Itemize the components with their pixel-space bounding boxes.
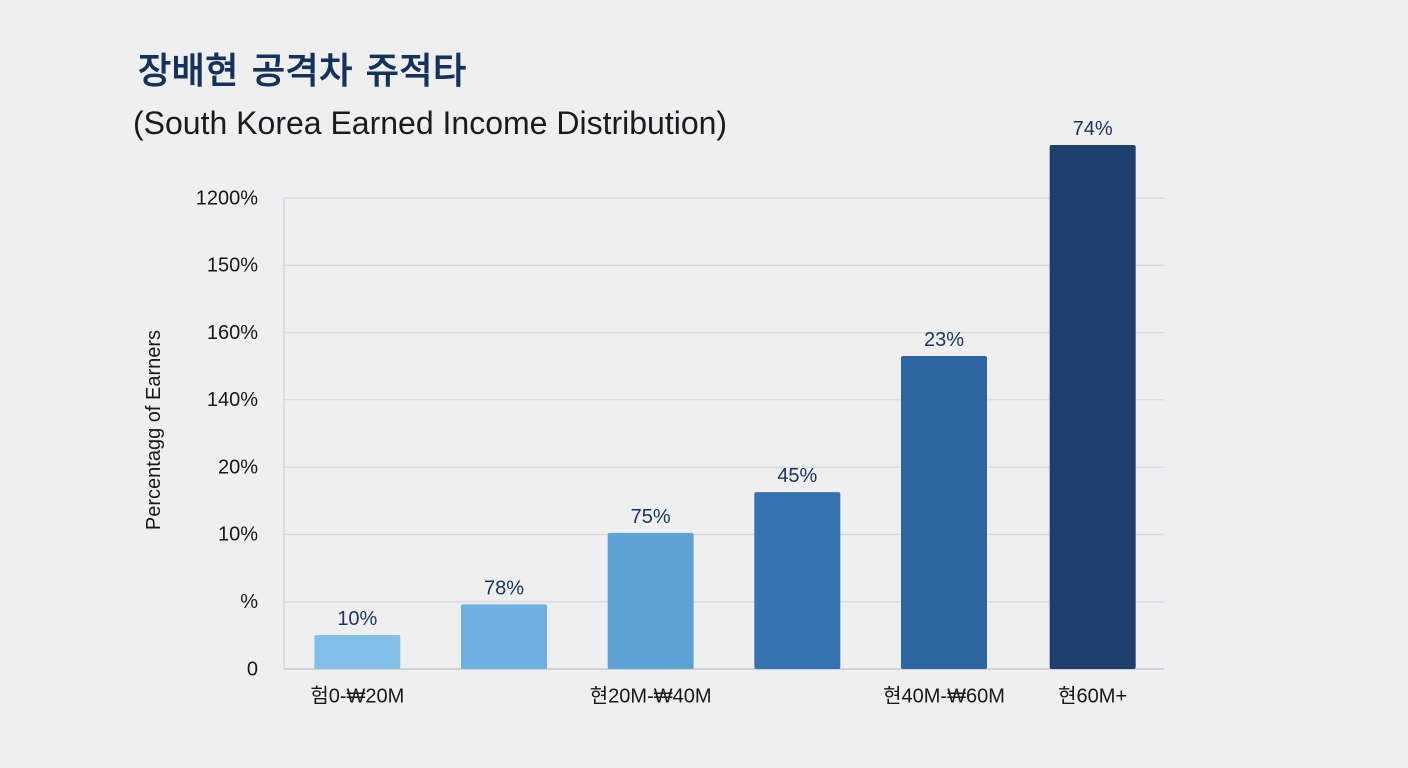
bar-value-label: 75% (631, 506, 671, 528)
x-tick-label: 현40M-₩60M (883, 684, 1005, 707)
y-tick-label: 140% (207, 389, 258, 411)
y-tick-label: 0 (247, 658, 258, 680)
bar-value-label: 23% (924, 329, 964, 351)
bar (314, 634, 401, 669)
y-tick-label: 150% (207, 255, 258, 277)
chart-title: 장배현 공격차 쥬적타 (138, 51, 467, 92)
bar (901, 355, 987, 669)
y-tick-label: 10% (218, 524, 258, 546)
y-axis-label: Percentagg of Earners (143, 330, 165, 530)
bar-value-label: 45% (777, 465, 817, 487)
bar-value-label: 78% (484, 577, 524, 599)
y-tick-label: 160% (207, 322, 258, 344)
bar (1049, 145, 1136, 669)
bar-value-label: 74% (1073, 118, 1113, 140)
bar (754, 492, 841, 669)
x-tick-label: 현20M-₩40M (590, 684, 712, 707)
y-tick-label: % (240, 591, 258, 613)
x-tick-label: 현60M+ (1058, 684, 1127, 707)
bar-value-label: 10% (337, 608, 377, 630)
bar (461, 604, 547, 669)
x-tick-label: 험0-₩20M (310, 684, 404, 707)
y-tick-label: 1200% (196, 187, 258, 209)
y-tick-label: 20% (218, 456, 258, 478)
chart-subtitle: (South Korea Earned Income Distribution) (133, 105, 728, 141)
bar (607, 532, 694, 669)
